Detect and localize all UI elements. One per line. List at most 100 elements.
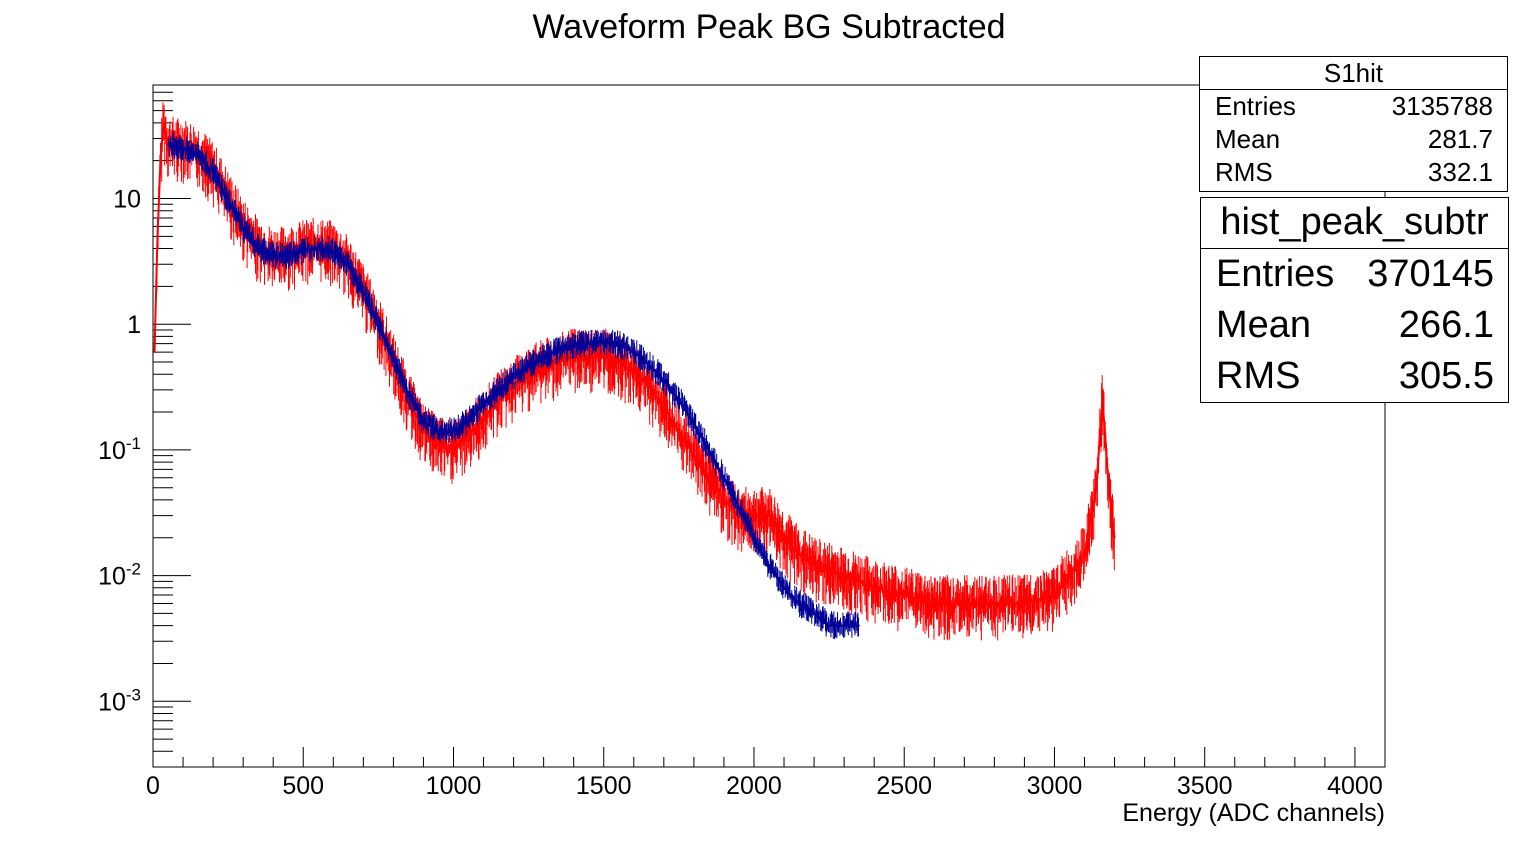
data-point [798,552,800,555]
data-point [753,536,755,539]
data-point [332,250,335,253]
data-point [693,423,695,426]
stats-label: Entries [1216,253,1335,295]
stats-row-rms: RMS 332.1 [1200,156,1507,189]
data-point [1095,486,1098,489]
stats-row-entries: Entries 3135788 [1200,90,1507,123]
x-tick-label: 2500 [876,772,932,800]
stats-value: 281.7 [1427,124,1493,154]
data-point [512,385,515,388]
data-point [813,612,815,615]
stats-label: RMS [1215,157,1273,187]
data-point [272,255,274,257]
plot-frame [152,84,1386,768]
stats-value: 3135788 [1391,91,1493,121]
y-tick-label: 10-3 [98,685,141,716]
data-point [572,346,575,348]
data-point [422,420,425,422]
y-tick-label: 10 [113,186,141,214]
stats-row-mean: Mean 281.7 [1200,123,1507,156]
axis-labels: 0 500 1000 1500 2000 2500 3000 3500 4000 10-3 10-2… [98,186,1385,827]
x-tick-label: 2000 [726,772,782,800]
data-point [678,399,680,401]
data-point [1023,602,1026,605]
data-point [828,624,830,627]
y-tick-label: 10-2 [98,560,141,591]
stats-label: Entries [1215,91,1296,121]
data-point [153,351,156,353]
stats-row-rms: RMS 305.5 [1201,351,1508,402]
data-point [437,443,440,446]
data-point [557,349,560,352]
x-tick-label: 500 [282,772,324,800]
stats-value: 370145 [1367,253,1494,295]
x-tick-label: 4000 [1327,772,1383,800]
data-point [723,499,725,501]
data-point [708,476,710,479]
data-point [708,449,710,451]
y-tick-label: 10-1 [98,434,141,465]
data-point [227,200,229,203]
data-point [873,586,875,589]
data-point [467,434,470,437]
data-point [497,389,500,391]
data-point [156,235,159,238]
data-point [738,506,740,509]
data-point [843,574,845,577]
data-point [1104,439,1107,441]
data-point [1083,552,1086,555]
x-axis-label: Energy (ADC channels) [1122,799,1385,827]
series-2 [167,131,860,640]
stats-box-hist-peak-subtr: hist_peak_subtr Entries 370145 Mean 266.… [1200,197,1509,403]
data-point [798,602,800,605]
data-point [542,366,545,369]
data-point [482,417,485,419]
data-point [452,430,455,433]
data-point [1098,439,1101,441]
data-point [392,359,395,361]
data-point [587,342,590,345]
stats-label: Mean [1216,304,1312,346]
data-point [467,420,470,422]
data-point [993,602,996,605]
data-point [678,430,680,433]
data-point [159,159,162,162]
data-point [497,399,500,401]
data-point [167,143,169,146]
y-tick-label: 1 [127,311,141,339]
data-point [162,122,165,124]
stats-value: 266.1 [1398,304,1494,346]
data-point [617,344,620,347]
stats-value: 305.5 [1398,355,1494,397]
data-point [1107,486,1110,489]
data-point [768,564,770,567]
stats-box-title: hist_peak_subtr [1201,198,1508,249]
data-point [242,227,244,230]
data-point [663,406,665,408]
stats-box-title: S1hit [1200,57,1507,90]
data-point [768,514,770,517]
data-point [347,265,350,267]
data-point [963,602,966,605]
data-point [723,476,725,479]
data-point [437,430,440,433]
data-point [813,564,815,567]
data-point [452,449,455,451]
data-point [632,370,635,373]
data-point [903,594,906,596]
x-tick-label: 3500 [1177,772,1233,800]
data-point [632,351,635,353]
data-point [287,255,290,257]
stats-box-s1hit: S1hit Entries 3135788 Mean 281.7 RMS 332… [1199,56,1508,192]
data-point [783,536,785,539]
data-point [648,363,650,366]
data-point [527,373,530,376]
data-point [302,250,305,253]
data-point [858,624,860,627]
data-point [212,172,214,174]
data-point [843,624,845,627]
data-point [542,356,545,358]
data-point [738,514,740,517]
data-point [482,403,485,406]
